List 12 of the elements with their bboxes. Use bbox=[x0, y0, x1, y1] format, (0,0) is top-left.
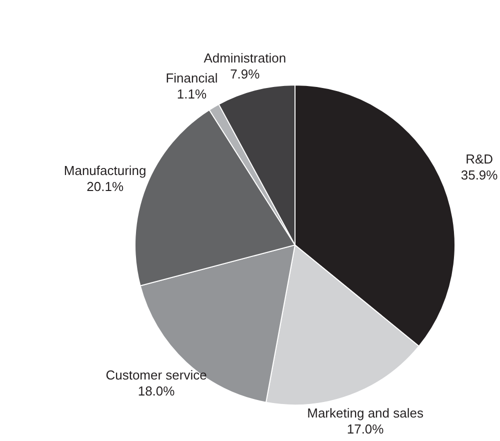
data-label: 20.1% bbox=[86, 179, 124, 194]
slice-label: Administration bbox=[204, 50, 286, 66]
data-label: 1.1% bbox=[176, 86, 207, 102]
slice-label: Financial bbox=[166, 70, 218, 86]
data-label: 18.0% bbox=[138, 383, 176, 398]
slice-label: R&D bbox=[466, 151, 494, 166]
slice-label: Manufacturing bbox=[64, 163, 146, 178]
data-label: 35.9% bbox=[460, 167, 498, 182]
slice-label: Marketing and sales bbox=[307, 406, 424, 421]
data-label: 17.0% bbox=[346, 422, 384, 437]
data-label: 7.9% bbox=[230, 66, 260, 82]
slice-label: Customer service bbox=[106, 367, 207, 382]
